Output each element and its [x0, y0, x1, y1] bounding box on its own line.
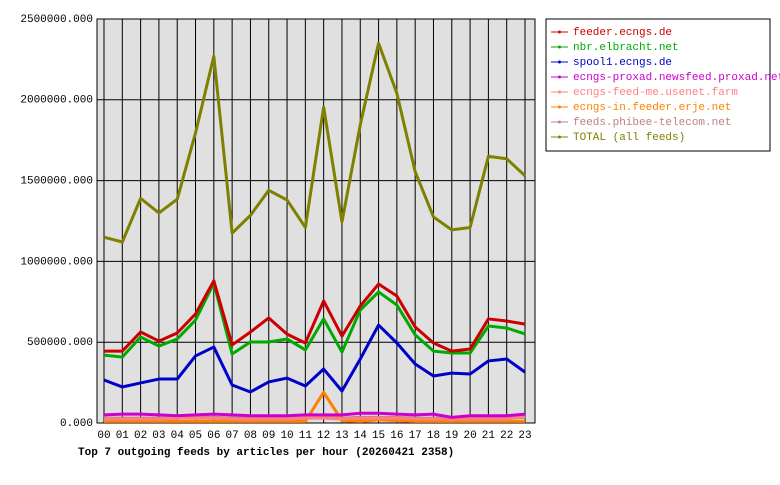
x-tick-label: 05 [189, 430, 202, 442]
x-tick-label: 08 [244, 430, 257, 442]
legend-dot [558, 105, 561, 109]
plot-area [97, 19, 535, 423]
y-tick-label: 1000000.000 [20, 256, 93, 268]
legend-dot [558, 60, 561, 64]
x-tick-label: 10 [280, 430, 293, 442]
series-line [103, 281, 526, 359]
x-tick-label: 15 [372, 430, 385, 442]
x-tick-label: 03 [152, 430, 165, 442]
x-tick-label: 23 [518, 430, 531, 442]
y-tick-label: 1500000.000 [20, 176, 93, 188]
series-line [104, 279, 526, 353]
legend-dot [558, 30, 561, 34]
series-line [103, 323, 526, 394]
chart-title: Top 7 outgoing feeds by articles per hou… [78, 447, 454, 459]
x-tick-label: 22 [500, 430, 513, 442]
x-tick-label: 11 [299, 430, 313, 442]
y-tick-label: 500000.000 [27, 337, 93, 349]
x-tick-label: 17 [409, 430, 422, 442]
legend-dot [558, 45, 561, 49]
x-tick-label: 04 [171, 430, 185, 442]
series-line [103, 411, 526, 419]
x-tick-label: 21 [482, 430, 496, 442]
y-tick-label: 0.000 [60, 418, 93, 430]
x-tick-label: 20 [463, 430, 476, 442]
x-tick-label: 14 [354, 430, 368, 442]
legend-label: TOTAL (all feeds) [573, 132, 685, 144]
legend-dot [558, 75, 561, 79]
x-tick-label: 19 [445, 430, 458, 442]
legend-label: spool1.ecngs.de [573, 57, 672, 69]
x-tick-label: 13 [335, 430, 348, 442]
x-tick-label: 16 [390, 430, 403, 442]
x-tick-label: 00 [97, 430, 110, 442]
x-tick-label: 01 [116, 430, 130, 442]
x-tick-label: 12 [317, 430, 330, 442]
y-tick-label: 2500000.000 [20, 14, 93, 26]
series-line [103, 41, 527, 244]
legend-label: ecngs-feed-me.usenet.farm [573, 87, 738, 99]
legend-label: feeder.ecngs.de [573, 27, 672, 39]
series-line [104, 390, 525, 423]
legend-label: ecngs-proxad.newsfeed.proxad.net [573, 72, 780, 84]
x-tick-label: 09 [262, 430, 275, 442]
x-tick-label: 18 [427, 430, 440, 442]
legend-dot [558, 90, 561, 94]
legend-label: ecngs-in.feeder.erje.net [573, 102, 731, 114]
legend-dot [558, 120, 561, 124]
legend-label: nbr.elbracht.net [573, 42, 679, 54]
legend-label: feeds.phibee-telecom.net [573, 117, 731, 129]
x-tick-label: 02 [134, 430, 147, 442]
legend-box [545, 18, 771, 152]
series-line [104, 415, 526, 421]
x-tick-label: 06 [207, 430, 220, 442]
legend-dot [558, 135, 561, 139]
y-tick-label: 2000000.000 [20, 95, 93, 107]
x-tick-label: 07 [226, 430, 239, 442]
plot-border [96, 18, 536, 424]
